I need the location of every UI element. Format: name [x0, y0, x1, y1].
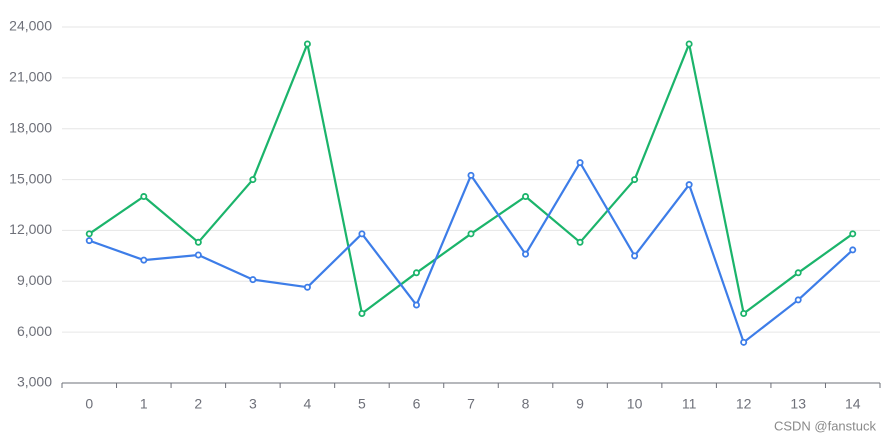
point — [85, 237, 93, 245]
point — [358, 309, 366, 317]
point — [140, 256, 148, 264]
point — [685, 40, 693, 48]
x-tick-label: 11 — [682, 396, 697, 412]
point — [522, 193, 530, 201]
x-tick-label: 3 — [249, 396, 257, 412]
point — [467, 171, 475, 179]
y-tick-label: 9,000 — [17, 272, 52, 288]
x-tick-label: 7 — [467, 396, 475, 412]
y-tick-label: 12,000 — [9, 221, 52, 237]
x-tick-label: 6 — [413, 396, 421, 412]
point — [194, 251, 202, 259]
y-tick-label: 6,000 — [17, 323, 52, 339]
point — [794, 296, 802, 304]
x-tick-label: 0 — [85, 396, 93, 412]
point — [412, 301, 420, 309]
point — [740, 338, 748, 346]
point — [249, 276, 257, 284]
x-tick-label: 10 — [627, 396, 643, 412]
y-tick-label: 21,000 — [9, 69, 52, 85]
y-tick-label: 15,000 — [9, 170, 52, 186]
point — [849, 246, 857, 254]
point — [194, 238, 202, 246]
series-line — [88, 161, 854, 344]
point — [303, 283, 311, 291]
point — [740, 309, 748, 317]
watermark: CSDN @fanstuck — [774, 418, 877, 433]
point — [631, 176, 639, 184]
point — [467, 230, 475, 238]
point — [522, 250, 530, 258]
point — [249, 176, 257, 184]
x-tick-label: 2 — [194, 396, 202, 412]
x-tick-label: 8 — [522, 396, 530, 412]
point — [849, 230, 857, 238]
y-tick-label: 24,000 — [9, 18, 52, 34]
point — [140, 193, 148, 201]
x-tick-label: 5 — [358, 396, 366, 412]
y-tick-label: 3,000 — [17, 374, 52, 390]
x-tick-label: 14 — [845, 396, 861, 412]
point — [794, 269, 802, 277]
point — [358, 230, 366, 238]
point — [631, 252, 639, 260]
y-tick-label: 18,000 — [9, 119, 52, 135]
point — [412, 269, 420, 277]
point — [303, 40, 311, 48]
point — [576, 159, 584, 167]
point — [85, 230, 93, 238]
x-tick-label: 12 — [736, 396, 752, 412]
point — [576, 238, 584, 246]
x-tick-label: 9 — [576, 396, 584, 412]
x-tick-label: 1 — [140, 396, 148, 412]
x-tick-label: 4 — [304, 396, 312, 412]
x-tick-label: 13 — [790, 396, 806, 412]
point — [685, 181, 693, 189]
